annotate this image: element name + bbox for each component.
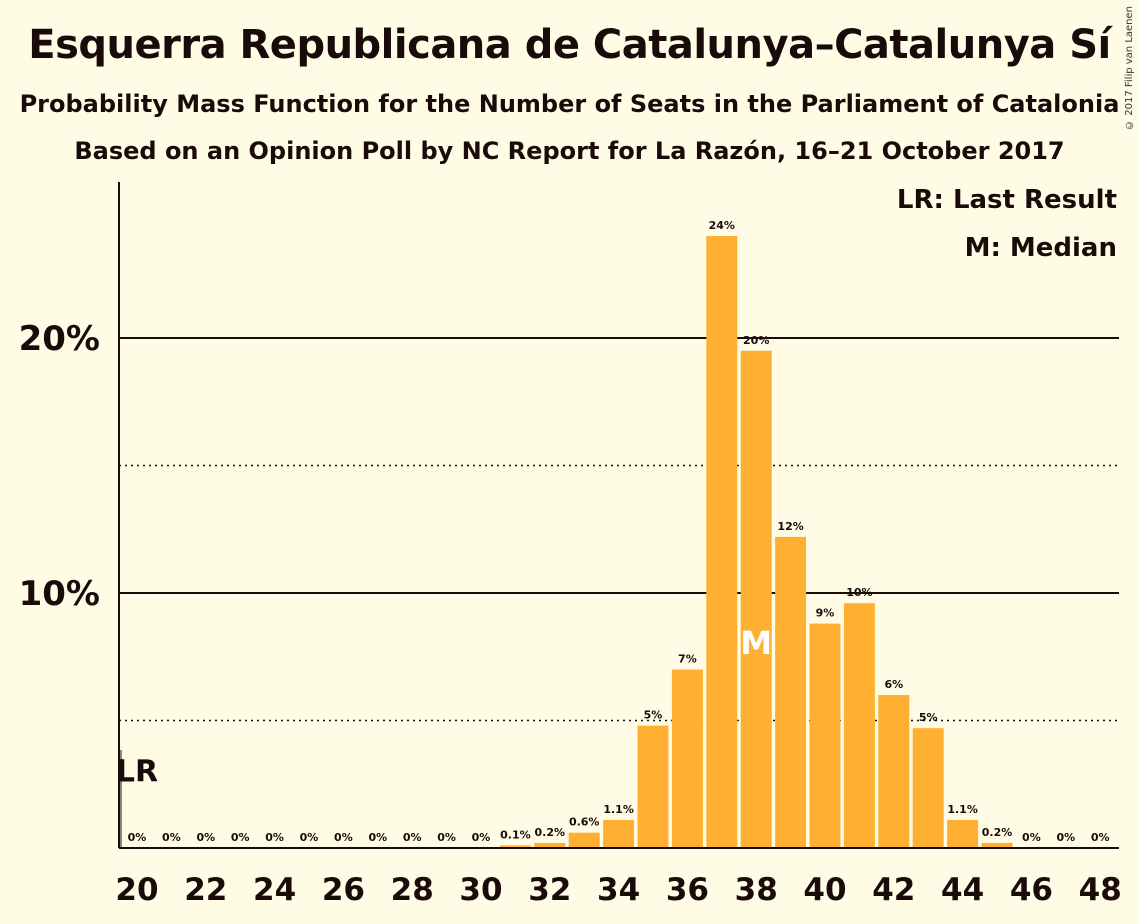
x-tick-label: 28	[391, 872, 434, 908]
data-label: 0%	[265, 831, 284, 844]
data-label: 1.1%	[603, 803, 634, 816]
bar	[809, 623, 841, 848]
bar	[775, 536, 807, 848]
data-label: 5%	[644, 709, 663, 722]
data-label: 0%	[368, 831, 387, 844]
data-label: 0%	[403, 831, 422, 844]
data-label: 0%	[1056, 831, 1075, 844]
bar	[912, 728, 944, 848]
data-label: 12%	[777, 520, 803, 533]
data-label: 0%	[334, 831, 353, 844]
data-label: 0.2%	[982, 826, 1013, 839]
bar	[740, 350, 772, 848]
data-label: 9%	[816, 607, 835, 620]
x-tick-label: 36	[666, 872, 709, 908]
legend-median: M: Median	[964, 233, 1117, 263]
x-tick-label: 24	[253, 872, 296, 908]
median-marker: M	[740, 624, 772, 662]
x-tick-label: 38	[735, 872, 778, 908]
x-tick-label: 32	[528, 872, 571, 908]
data-label: 20%	[743, 334, 769, 347]
copyright-notice: © 2017 Filip van Laenen	[1124, 6, 1135, 130]
data-label: 0.2%	[535, 826, 566, 839]
data-label: 24%	[709, 219, 735, 232]
x-tick-label: 26	[322, 872, 365, 908]
x-tick-label: 46	[1010, 872, 1053, 908]
bar	[568, 832, 600, 848]
data-label: 0%	[437, 831, 456, 844]
last-result-marker: LR	[116, 755, 158, 790]
data-label: 7%	[678, 653, 697, 666]
data-label: 0%	[162, 831, 181, 844]
data-label: 0.1%	[500, 828, 531, 841]
y-tick-label: 10%	[19, 574, 100, 614]
legend-last-result: LR: Last Result	[896, 185, 1117, 215]
bar	[947, 819, 979, 848]
data-label: 0%	[196, 831, 215, 844]
x-tick-label: 20	[115, 872, 158, 908]
chart-subtitle: Probability Mass Function for the Number…	[19, 90, 1120, 118]
bar	[706, 236, 738, 848]
x-tick-label: 30	[459, 872, 502, 908]
x-tick-label: 34	[597, 872, 640, 908]
chart-title: Esquerra Republicana de Catalunya–Catalu…	[28, 22, 1111, 68]
x-tick-label: 48	[1079, 872, 1122, 908]
x-tick-label: 40	[803, 872, 846, 908]
bar	[843, 603, 875, 848]
data-label: 5%	[919, 711, 938, 724]
bar	[671, 669, 703, 848]
data-label: 0%	[1091, 831, 1110, 844]
x-tick-label: 22	[184, 872, 227, 908]
data-label: 0%	[472, 831, 491, 844]
data-label: 0%	[300, 831, 319, 844]
x-tick-label: 44	[941, 872, 984, 908]
data-label: 0%	[231, 831, 250, 844]
bar	[499, 845, 531, 848]
bar	[534, 842, 566, 848]
data-label: 0%	[128, 831, 147, 844]
data-label: 0.6%	[569, 816, 600, 829]
data-label: 0%	[1022, 831, 1041, 844]
bar	[603, 819, 635, 848]
data-label: 6%	[884, 678, 903, 691]
data-label: 10%	[846, 586, 872, 599]
bar	[878, 695, 910, 848]
chart-source: Based on an Opinion Poll by NC Report fo…	[74, 137, 1065, 165]
y-tick-label: 20%	[19, 319, 100, 359]
bar	[981, 842, 1013, 848]
data-label: 1.1%	[947, 803, 978, 816]
x-tick-label: 42	[872, 872, 915, 908]
bar	[637, 725, 669, 848]
